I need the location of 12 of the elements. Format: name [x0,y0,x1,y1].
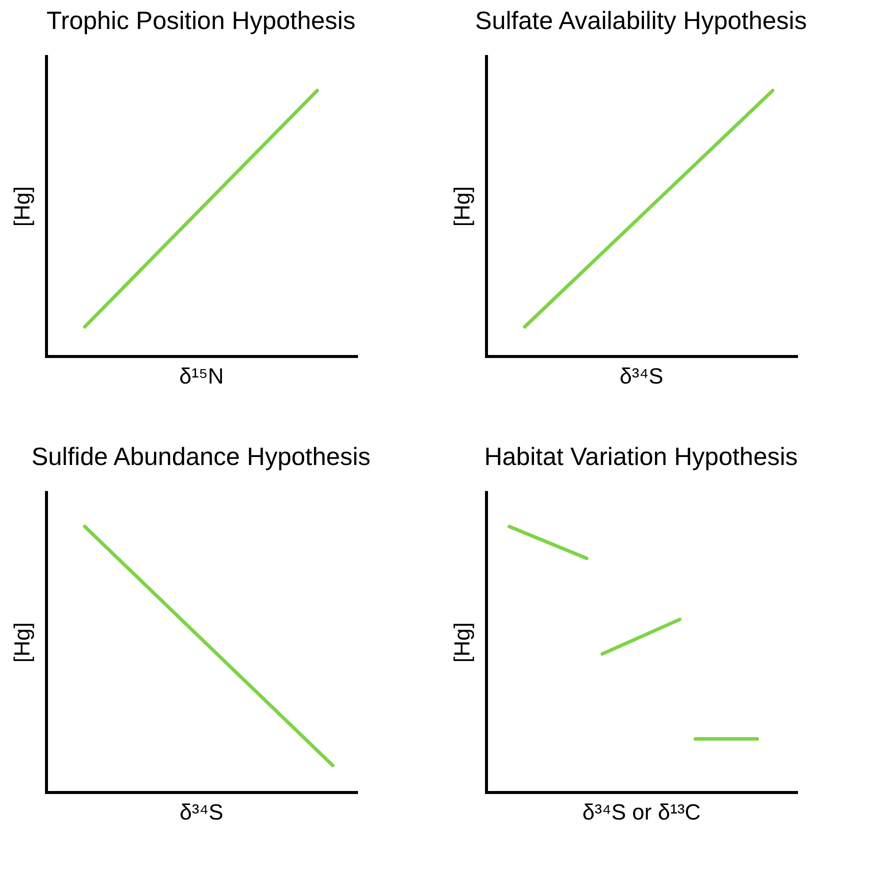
chart-title: Sulfate Availability Hypothesis [475,7,807,35]
chart-title: Habitat Variation Hypothesis [484,443,798,471]
y-axis-title: [Hg] [10,186,34,227]
chart-title: Trophic Position Hypothesis [46,7,356,35]
chart-title: Sulfide Abundance Hypothesis [31,443,371,471]
x-axis-title: δ¹⁵N [179,364,224,388]
x-axis-title: δ³⁴S [180,800,224,824]
y-axis-title: [Hg] [10,622,34,663]
x-axis-title: δ³⁴S or δ¹³C [582,800,701,824]
y-axis-title: [Hg] [450,622,474,663]
x-axis-title: δ³⁴S [620,364,664,388]
y-axis-title: [Hg] [450,186,474,227]
